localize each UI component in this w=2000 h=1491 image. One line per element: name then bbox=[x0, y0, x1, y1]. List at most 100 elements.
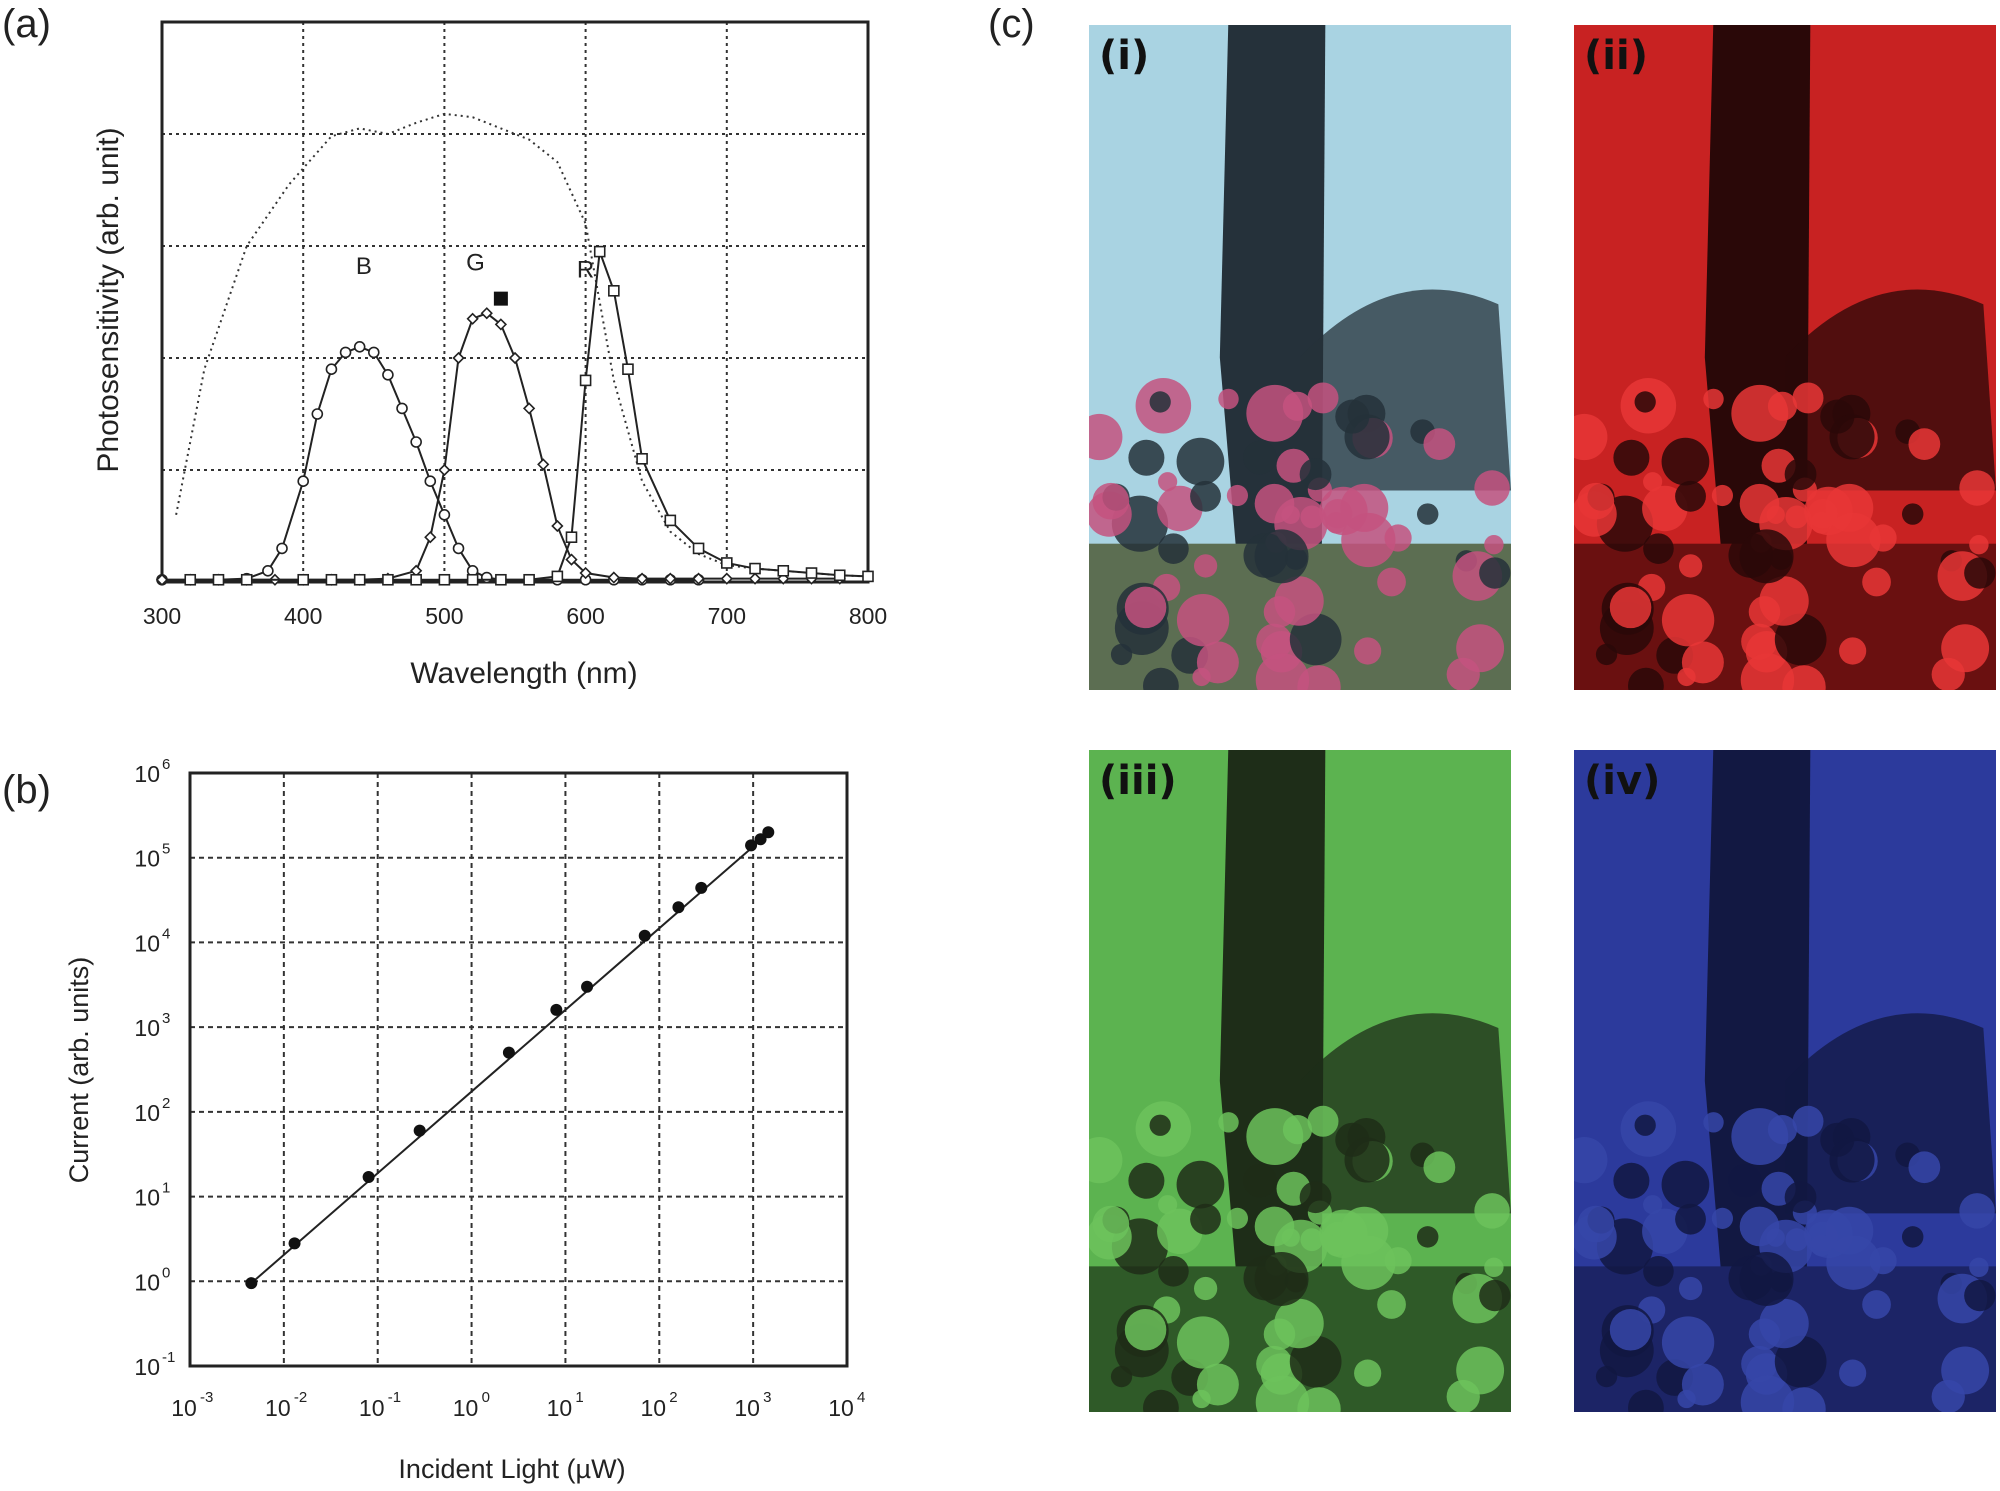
data-point-diamond bbox=[635, 572, 649, 585]
y-tick-label: 10 bbox=[134, 846, 160, 872]
data-point-square bbox=[608, 284, 620, 297]
flower-cluster bbox=[1959, 1193, 1995, 1229]
flower-cluster bbox=[1627, 667, 1664, 690]
flower-cluster bbox=[1782, 665, 1826, 690]
y-axis-label: Photosensitivity (arb. unit) bbox=[92, 127, 125, 472]
flower-cluster bbox=[1128, 439, 1165, 476]
data-point bbox=[502, 1046, 515, 1059]
flower-cluster bbox=[1299, 1181, 1332, 1214]
flower-cluster bbox=[1377, 1290, 1406, 1319]
flower-cluster bbox=[1681, 1363, 1724, 1406]
x-tick-exponent: 0 bbox=[482, 1389, 490, 1406]
flower-cluster bbox=[1577, 482, 1615, 520]
flower-cluster bbox=[1479, 1279, 1511, 1312]
photo-label: (i) bbox=[1099, 33, 1150, 79]
flower-cluster bbox=[1634, 1114, 1656, 1136]
data-point-diamond bbox=[480, 307, 493, 320]
curve-label: R bbox=[577, 256, 594, 283]
data-point-diamond bbox=[537, 458, 550, 471]
flower-cluster bbox=[1299, 458, 1332, 491]
series-line-circle bbox=[162, 345, 699, 581]
flower-cluster bbox=[1731, 384, 1789, 442]
flower-cluster bbox=[1325, 511, 1347, 534]
flower-cluster bbox=[1931, 657, 1965, 690]
data-point bbox=[413, 1124, 426, 1137]
data-point-diamond bbox=[551, 519, 564, 533]
data-point-diamond bbox=[565, 553, 578, 566]
data-point-diamond bbox=[155, 573, 169, 586]
x-tick-exponent: 4 bbox=[857, 1389, 865, 1406]
flower-cluster bbox=[1740, 653, 1795, 690]
flower-cluster bbox=[1774, 613, 1827, 666]
data-point bbox=[288, 1237, 301, 1250]
flower-cluster bbox=[1959, 470, 1995, 506]
flower-cluster bbox=[1325, 1234, 1347, 1257]
flower-cluster bbox=[1862, 1290, 1891, 1319]
flower-cluster bbox=[1643, 1256, 1674, 1287]
series-line-dotted bbox=[175, 112, 869, 578]
flower-cluster bbox=[1829, 1137, 1875, 1183]
data-point-square bbox=[777, 564, 790, 577]
flower-cluster bbox=[1711, 484, 1734, 507]
data-point-filled-square bbox=[493, 291, 508, 306]
flower-cluster bbox=[1190, 1203, 1221, 1235]
flower-cluster bbox=[1862, 567, 1891, 597]
x-tick-label: 700 bbox=[708, 603, 746, 629]
flower-cluster bbox=[1354, 637, 1382, 665]
flower-cluster bbox=[1901, 1226, 1924, 1248]
flower-cluster bbox=[1254, 529, 1309, 584]
data-point-square bbox=[297, 573, 310, 586]
flower-cluster bbox=[1969, 534, 1989, 555]
flower-cluster bbox=[1193, 1276, 1218, 1301]
flower-cluster bbox=[1792, 382, 1824, 414]
y-tick-exponent: 6 bbox=[162, 756, 170, 773]
flower-cluster bbox=[1176, 437, 1225, 486]
flower-cluster bbox=[1595, 1365, 1618, 1388]
x-tick-label: 10 bbox=[359, 1395, 385, 1421]
flower-cluster bbox=[1092, 1205, 1130, 1243]
flower-cluster bbox=[1149, 1114, 1171, 1136]
data-point-square bbox=[805, 567, 818, 579]
flower-cluster bbox=[1661, 1160, 1710, 1209]
x-tick-label: 300 bbox=[143, 603, 181, 629]
y-tick-exponent: 4 bbox=[162, 925, 170, 942]
flower-cluster bbox=[1739, 1251, 1794, 1306]
data-point-circle bbox=[480, 571, 493, 584]
flower-cluster bbox=[1226, 484, 1249, 507]
flower-cluster bbox=[1595, 643, 1618, 666]
plot-frame bbox=[160, 20, 870, 584]
flower-cluster bbox=[1964, 1279, 1996, 1312]
flower-cluster bbox=[1158, 1195, 1178, 1215]
x-ticks: 300 400 500 600 700 800 bbox=[143, 603, 887, 629]
panel-label-c: (c) bbox=[988, 2, 1035, 46]
data-point-square bbox=[382, 573, 394, 586]
series-group bbox=[155, 112, 874, 586]
flower-cluster bbox=[1825, 483, 1874, 532]
x-tick-exponent: 1 bbox=[575, 1389, 583, 1406]
data-point-diamond bbox=[664, 572, 677, 585]
flower-cluster bbox=[1759, 576, 1809, 626]
data-point-square bbox=[184, 573, 197, 586]
flower-cluster bbox=[1340, 1206, 1389, 1255]
data-point-circle bbox=[353, 340, 366, 353]
flower-cluster bbox=[1703, 388, 1724, 410]
flower-cluster bbox=[1254, 1251, 1309, 1306]
plot-frame bbox=[188, 771, 849, 1368]
x-tick-exponent: -1 bbox=[388, 1389, 401, 1406]
flower-cluster bbox=[1446, 1379, 1480, 1412]
flower-cluster bbox=[1089, 413, 1123, 461]
data-point-diamond bbox=[607, 571, 620, 584]
flower-cluster bbox=[1196, 1363, 1239, 1406]
flower-cluster bbox=[1142, 667, 1179, 690]
curve-label: B bbox=[356, 253, 372, 280]
data-point-circle bbox=[311, 408, 324, 420]
flower-cluster bbox=[1474, 1193, 1510, 1229]
flower-cluster bbox=[1158, 1256, 1189, 1287]
data-point-square bbox=[240, 573, 253, 586]
flower-cluster bbox=[1218, 1112, 1239, 1133]
data-point bbox=[245, 1277, 258, 1290]
flower-cluster bbox=[1728, 1163, 1762, 1198]
x-axis-label: Wavelength (nm) bbox=[410, 657, 637, 690]
x-axis-label: Incident Light (µW) bbox=[398, 1454, 625, 1484]
